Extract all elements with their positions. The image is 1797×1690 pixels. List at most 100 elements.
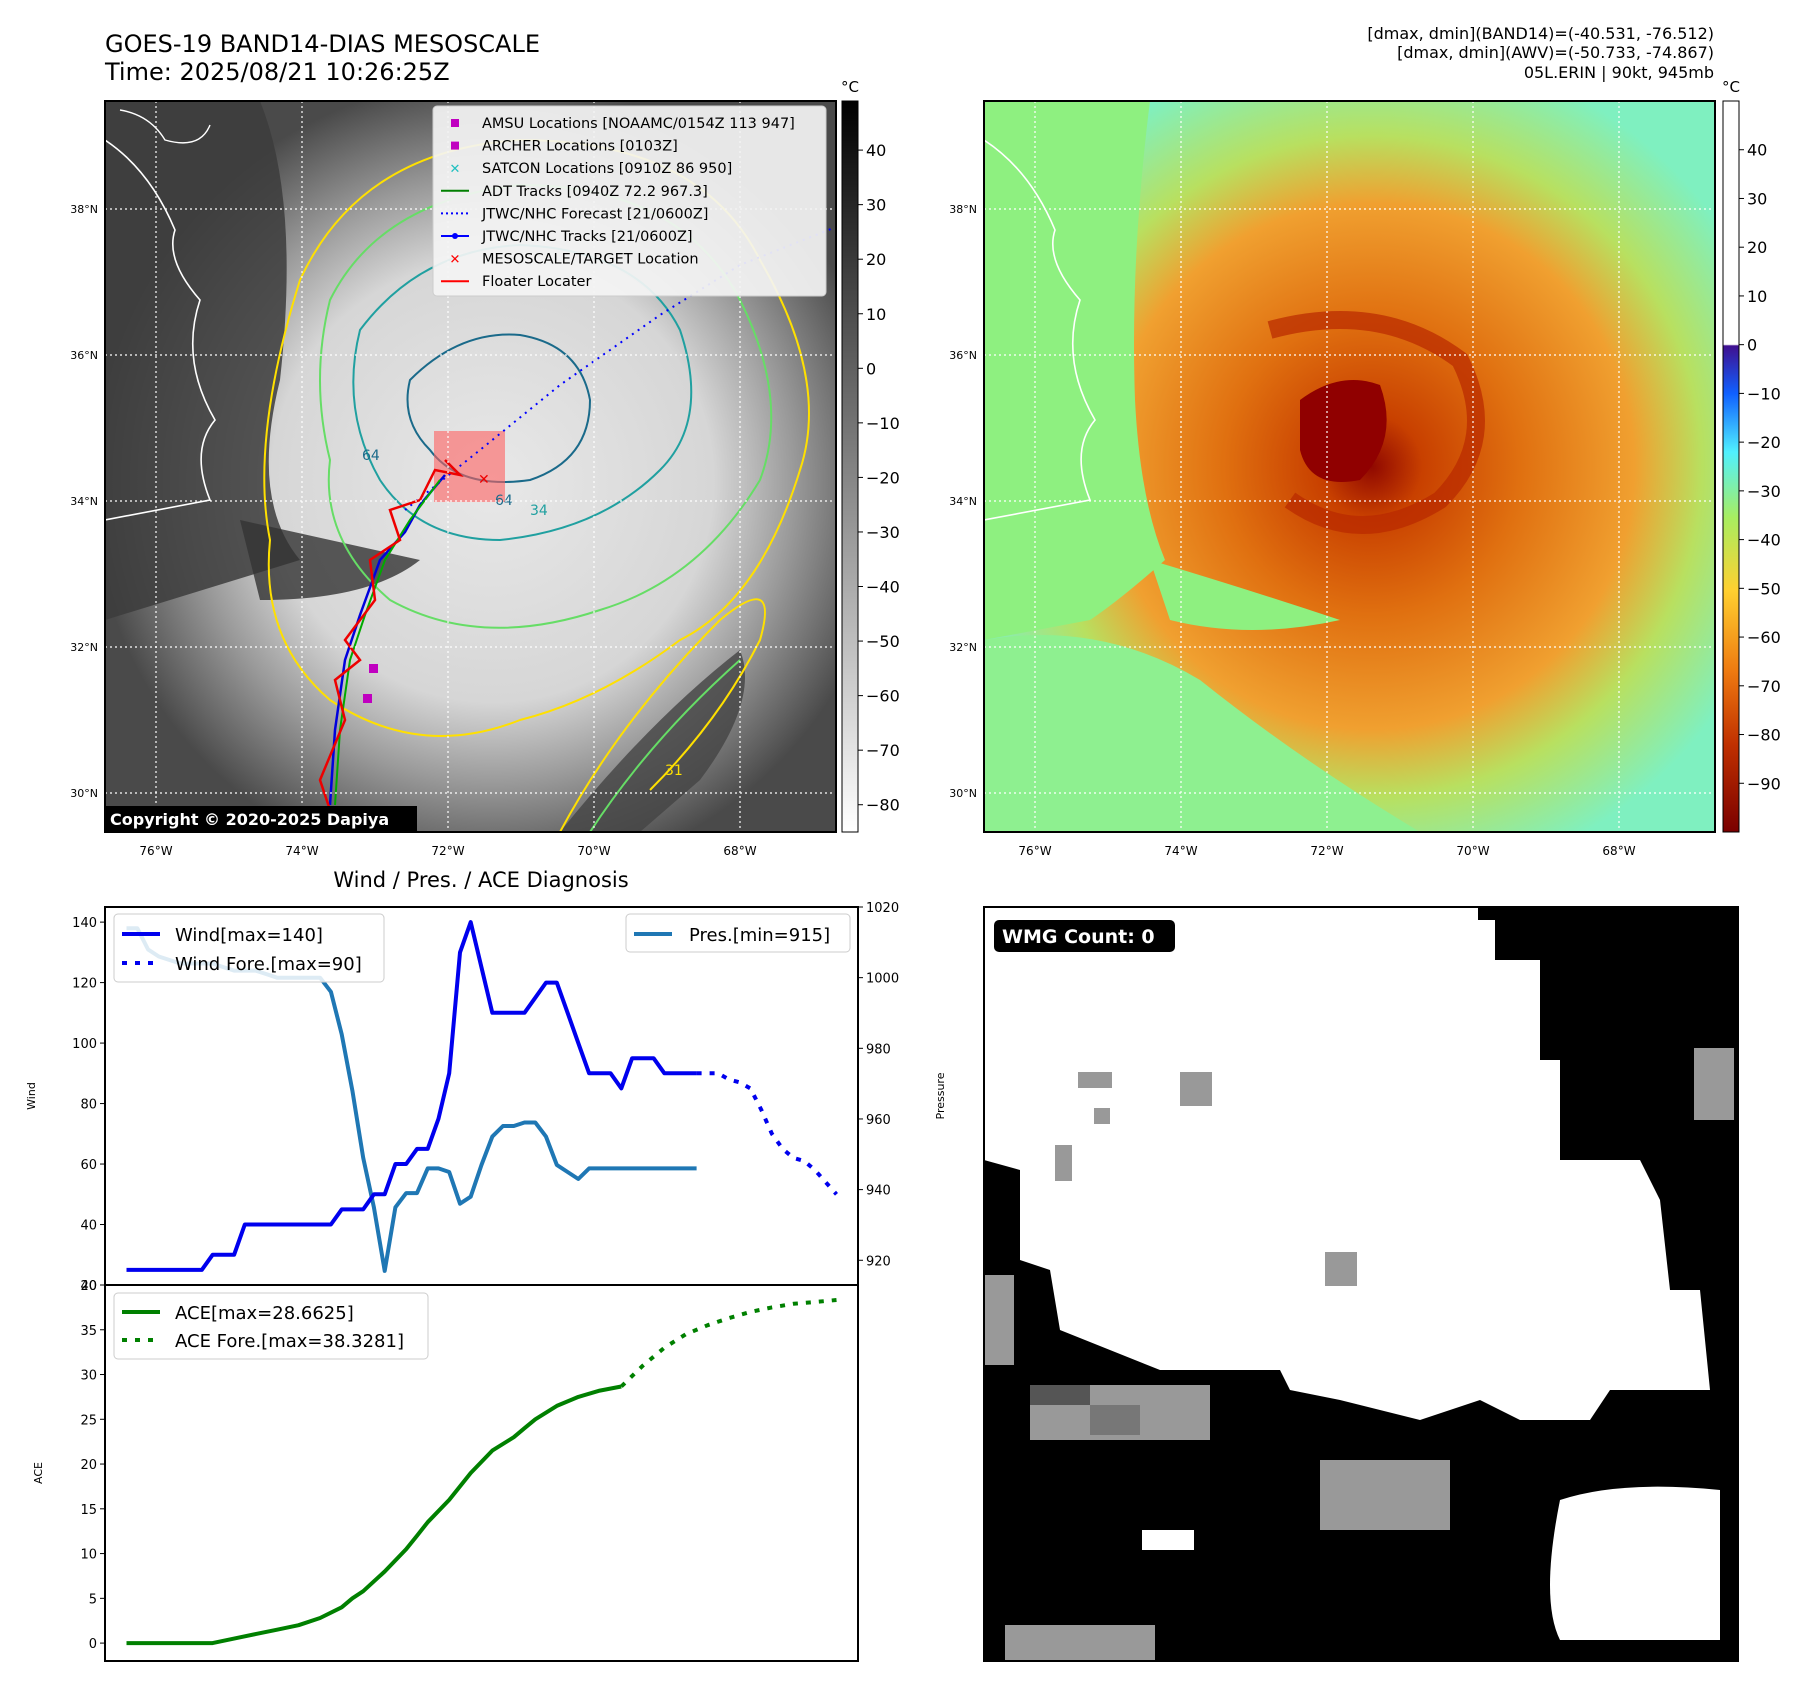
wind-legend-box: [113, 913, 385, 983]
wmg-gray-6: [1180, 1072, 1212, 1106]
ace-legend-box: [113, 1292, 429, 1360]
ace-ytick-label: 10: [80, 1548, 97, 1563]
wmg-gray-5: [1078, 1072, 1112, 1088]
pres-legend-box: [625, 913, 851, 953]
wmg-gray-4: [1694, 1048, 1734, 1120]
copyright-text: Copyright © 2020-2025 Dapiya: [110, 810, 389, 829]
wmg-white-region: [984, 907, 1710, 1420]
wmg-gray-8: [1055, 1145, 1072, 1181]
ace-legend-label: ACE Fore.[max=38.3281]: [175, 1331, 404, 1352]
map1-lon-label: 74°W: [285, 844, 318, 858]
legend-item-label: Floater Locater: [482, 274, 591, 290]
gray-cbar-tick-label: 0: [866, 359, 876, 378]
wind-legend-label: Wind Fore.[max=90]: [175, 954, 362, 975]
map2-lat-label: 32°N: [949, 641, 977, 654]
contour-yellow-band: [559, 598, 766, 832]
ir-dark-band: [240, 520, 420, 600]
map2-frame: [983, 100, 1716, 833]
ir-eyewall: [1267, 311, 1485, 534]
copyright-box: [105, 806, 417, 832]
ir-green-south: [984, 635, 1420, 832]
color-cbar-tick-label: 10: [1747, 287, 1767, 306]
series-wind-fore-line: [696, 1071, 838, 1196]
map1-lon-label: 72°W: [431, 844, 464, 858]
ace-ylabel: ACE: [32, 1462, 45, 1484]
ace-ytick-label: 0: [89, 1637, 97, 1652]
wmg-gray-9: [1325, 1252, 1357, 1286]
gray-cbar-tick-label: 40: [866, 141, 886, 160]
coastline-delmarva: [119, 109, 211, 144]
wmg-frame: [983, 906, 1739, 1662]
wmg-gray-10: [1005, 1625, 1155, 1661]
ace-ytick-label: 35: [80, 1324, 97, 1339]
series-windline: [126, 920, 697, 1272]
legend-marker-x: ✕: [450, 253, 461, 268]
wmg-gray-3: [1320, 1460, 1450, 1530]
color-cbar-tick-label: −70: [1747, 677, 1781, 696]
map2-lat-label: 30°N: [949, 787, 977, 800]
wind-ytick-label: 80: [80, 1098, 97, 1113]
legend-item-label: JTWC/NHC Forecast [21/0600Z]: [481, 206, 708, 222]
contour-label-3: 64: [495, 493, 513, 509]
map2-gridlines: [984, 101, 1715, 832]
gray-cbar-tick-label: 30: [866, 196, 886, 215]
gray-cbar-tick-label: −30: [866, 523, 900, 542]
wmg-gray-7: [1094, 1108, 1110, 1124]
figure-time: Time: 2025/08/21 10:26:25Z: [104, 58, 450, 86]
gray-cbar-tick-label: −20: [866, 468, 900, 487]
ace-ytick-label: 30: [80, 1369, 97, 1384]
figure-title: GOES-19 BAND14-DIAS MESOSCALE: [105, 30, 540, 58]
info-band14-range: [dmax, dmin](BAND14)=(-40.531, -76.512): [1367, 24, 1714, 43]
color-cbar-tick-label: −30: [1747, 482, 1781, 501]
contour-label-1: 64: [362, 448, 380, 464]
legend-box: [432, 105, 827, 297]
pres-ylabel: Pressure: [934, 1072, 947, 1119]
contour-dark-teal: [406, 333, 592, 483]
color-cbar-tick-label: −90: [1747, 774, 1781, 793]
color-colorbar-unit: °C: [1722, 78, 1740, 96]
target-x-marker: ✕: [478, 472, 490, 488]
pres-ytick-label: 980: [866, 1042, 891, 1057]
legend-marker-square: [451, 141, 459, 150]
legend-marker-square: [451, 119, 459, 127]
map2-lon-label: 68°W: [1602, 844, 1635, 858]
contour-green-band: [589, 659, 741, 832]
legend-marker-x: ✕: [450, 162, 461, 177]
wmg-label-box: [994, 920, 1175, 952]
legend-marker-dot: [452, 233, 458, 239]
pres-ytick-label: 920: [866, 1254, 891, 1269]
map1-lat-label: 36°N: [70, 349, 98, 362]
legend-item-label: ADT Tracks [0940Z 72.2 967.3]: [482, 184, 708, 200]
gray-colorbar-ramp: [841, 100, 859, 833]
wind-ytick-label: 60: [80, 1158, 97, 1173]
map2-lon-label: 70°W: [1456, 844, 1489, 858]
ace-ytick-label: 15: [80, 1503, 97, 1518]
map1-legend: AMSU Locations [NOAAMC/0154Z 113 947] ARC…: [432, 105, 827, 297]
wind-pressure-chart: 2040608010012014092094096098010001020Win…: [25, 901, 947, 1294]
map2-lat-label: 34°N: [949, 495, 977, 508]
wmg-darkgray-1: [1030, 1385, 1090, 1405]
wind-ytick-label: 100: [72, 1037, 97, 1052]
contour-label-2: 34: [530, 503, 548, 519]
ir-dark-southeast: [560, 650, 745, 832]
pres-ytick-label: 960: [866, 1113, 891, 1128]
map2-axis-labels: 38°N 36°N 34°N 32°N 30°N 76°W 74°W 72°W 70°W 68°W: [949, 203, 1635, 858]
color-cbar-tick-label: 40: [1747, 141, 1767, 160]
ace-legend-label: ACE[max=28.6625]: [175, 1303, 354, 1324]
color-cbar-tick-label: 30: [1747, 189, 1767, 208]
gray-cbar-tick-label: −60: [866, 687, 900, 706]
color-colorbar-ramp: [1722, 100, 1740, 833]
archer-marker: [363, 694, 372, 703]
wind-ytick-label: 140: [72, 916, 97, 931]
mesoscale-target-box: [434, 431, 505, 502]
ace-chart: 0 5 10 15 20 25 30 35 40 ACE ACE[max=28.6625] ACE F…: [32, 1279, 859, 1662]
wmg-white-patch: [1142, 1530, 1194, 1550]
map1-lat-label: 30°N: [70, 787, 98, 800]
map1-lon-label: 76°W: [139, 844, 172, 858]
wind-ytick-label: 120: [72, 977, 97, 992]
map1-frame: [104, 100, 837, 833]
color-cbar-tick-label: −50: [1747, 579, 1781, 598]
gray-cbar-tick-label: −80: [866, 796, 900, 815]
gray-cbar-tick-label: −10: [866, 414, 900, 433]
series-aceline: [126, 1384, 622, 1646]
